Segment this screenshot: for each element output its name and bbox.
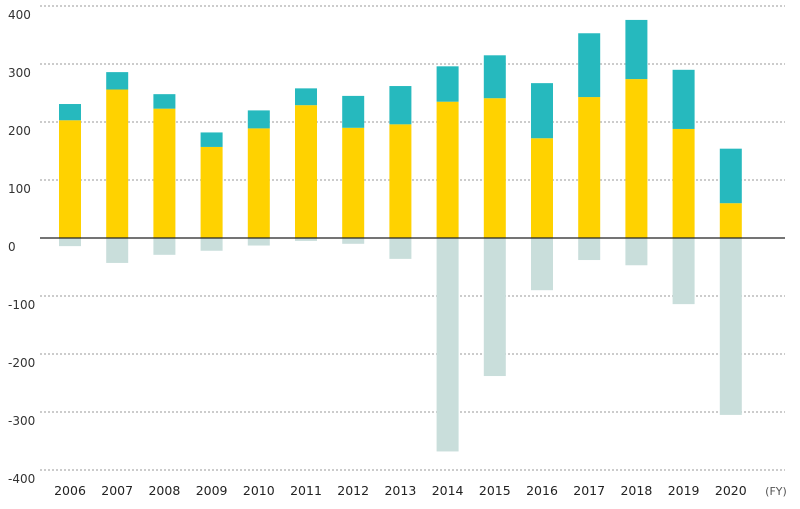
bar-series1-2006	[59, 120, 81, 238]
bar-series3-2008	[153, 238, 176, 255]
x-tick-label: 2009	[196, 483, 228, 498]
x-tick-label: 2014	[432, 483, 464, 498]
bar-series2-2016	[531, 83, 553, 139]
bar-series1-2013	[389, 124, 412, 238]
bar-series3-2019	[672, 238, 695, 305]
bar-series3-2013	[389, 238, 412, 259]
x-tick-label: 2013	[384, 483, 416, 498]
bar-series1-2009	[200, 146, 223, 238]
x-tick-label: 2015	[479, 483, 511, 498]
bar-series2-2007	[106, 72, 129, 90]
bar-series3-2018	[625, 238, 648, 266]
y-tick-label: -400	[8, 472, 35, 486]
bar-series3-2009	[200, 238, 223, 251]
bar-series2-2012	[342, 95, 365, 128]
bar-series1-2019	[672, 128, 695, 238]
bar-series3-2010	[247, 238, 270, 246]
x-tick-label: 2020	[715, 483, 747, 498]
bar-series1-2015	[483, 98, 506, 238]
bar-series2-2018	[625, 19, 648, 80]
bar-series3-2012	[342, 238, 365, 244]
x-tick-label: 2017	[573, 483, 605, 498]
bar-series2-2020	[719, 148, 742, 204]
bar-series1-2020	[719, 203, 742, 238]
bar-series1-2016	[531, 138, 553, 238]
y-tick-label: 200	[8, 124, 31, 138]
y-tick-label: -100	[8, 298, 35, 312]
bar-series2-2009	[200, 132, 223, 147]
bar-series3-2006	[59, 238, 81, 247]
bar-series2-2011	[295, 88, 317, 106]
x-tick-label: 2008	[148, 483, 180, 498]
x-tick-label: 2011	[290, 483, 322, 498]
x-tick-label: 2012	[337, 483, 369, 498]
x-axis-unit-label: (FY)	[765, 485, 787, 498]
x-tick-label: 2010	[243, 483, 275, 498]
bar-series1-2014	[436, 101, 459, 238]
bar-series3-2015	[483, 238, 506, 377]
bar-series2-2017	[578, 33, 601, 98]
bar-series3-2011	[295, 238, 317, 241]
bar-series1-2010	[247, 128, 270, 238]
x-tick-label: 2007	[101, 483, 133, 498]
bar-series1-2011	[295, 105, 317, 239]
y-tick-label: 300	[8, 66, 31, 80]
bar-series3-2017	[578, 238, 601, 261]
bar-series2-2006	[59, 104, 81, 121]
bar-series3-2020	[719, 238, 742, 415]
x-tick-label: 2006	[54, 483, 86, 498]
bar-series2-2014	[436, 66, 459, 102]
bar-series2-2019	[672, 69, 695, 129]
bar-series2-2010	[247, 110, 270, 129]
y-tick-label: 100	[8, 182, 31, 196]
bar-layer	[59, 19, 742, 452]
bar-series1-2007	[106, 89, 129, 239]
label-layer: 400 300 200 100 0 -100 -200 -300 -400 2006 2007 200…	[8, 8, 787, 498]
x-tick-label: 2016	[526, 483, 558, 498]
bar-series1-2018	[625, 79, 648, 238]
y-tick-label: 0	[8, 240, 16, 254]
bar-series1-2017	[578, 97, 601, 238]
bar-series2-2008	[153, 94, 176, 109]
bar-series2-2015	[483, 55, 506, 99]
bar-series1-2012	[342, 127, 365, 238]
y-tick-label: 400	[8, 8, 31, 22]
y-tick-label: -300	[8, 414, 35, 428]
bar-series3-2007	[106, 238, 129, 263]
x-tick-label: 2019	[668, 483, 700, 498]
y-tick-label: -200	[8, 356, 35, 370]
bar-series3-2016	[531, 238, 553, 291]
bar-series1-2008	[153, 108, 176, 238]
bar-series2-2013	[389, 86, 412, 125]
bar-series3-2014	[436, 238, 459, 452]
x-tick-label: 2018	[620, 483, 652, 498]
